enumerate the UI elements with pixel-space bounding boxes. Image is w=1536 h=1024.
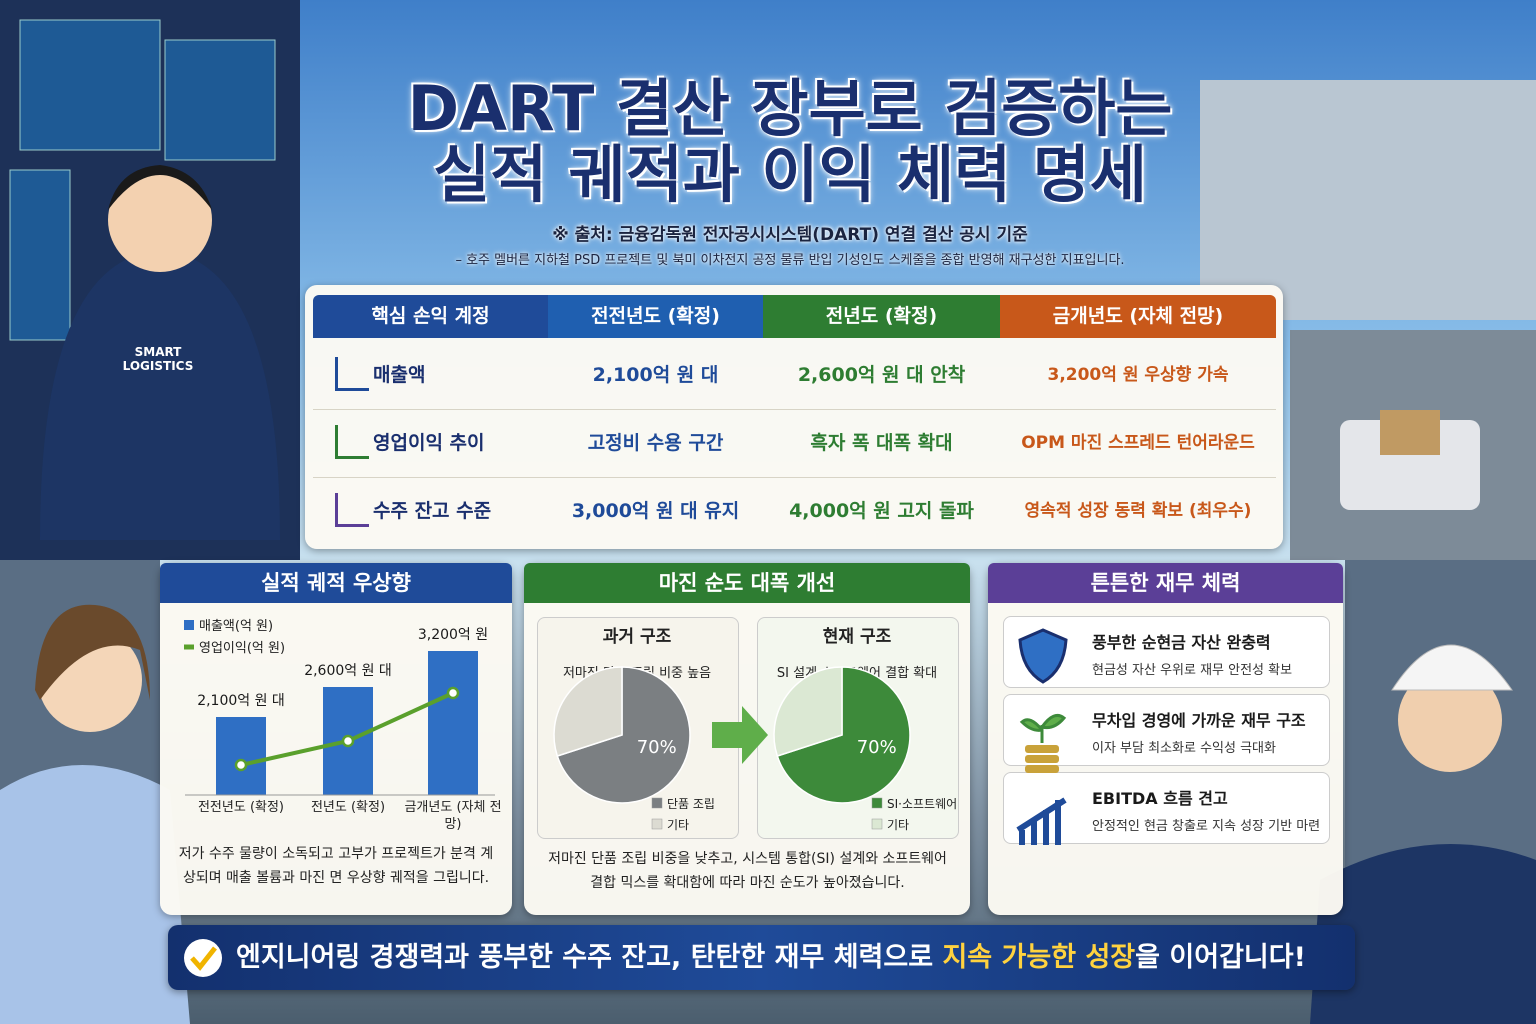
footer-highlight: 지속 가능한 성장 bbox=[942, 942, 1136, 973]
title: 실적 궤적과 이익 체력 명세 bbox=[433, 138, 1147, 211]
jacket-text: SMART LOGISTICS bbox=[122, 345, 194, 373]
row-label: 매출액 bbox=[373, 364, 426, 386]
monitor bbox=[19, 19, 161, 151]
row-icon bbox=[335, 357, 369, 391]
row-icon bbox=[335, 493, 369, 527]
helmet bbox=[1391, 644, 1513, 691]
item-text: 현금성 자산 우위로 재무 안전성 확보 bbox=[1092, 663, 1293, 678]
hair bbox=[35, 604, 150, 700]
table-cell: 2,600억 원 대 안착 bbox=[797, 364, 966, 386]
table-card: 핵심 손익 계정 전전년도 (확정) 전년도 (확정) 금개년도 (자체 전망) 매출액… bbox=[305, 285, 1283, 549]
person-jacket bbox=[40, 250, 280, 540]
table-cell: 2,100억 원 대 bbox=[592, 364, 719, 386]
table-header: 금개년도 (자체 전망) bbox=[1000, 295, 1276, 338]
source: ※ 출처: 금융감독원 전자공시시스템(DART) 연결 결산 공시 기준 bbox=[552, 225, 1028, 245]
check-icon bbox=[184, 939, 222, 977]
person-face bbox=[1398, 668, 1502, 772]
table-header: 전년도 (확정) bbox=[763, 295, 1000, 338]
panel-title: 실적 궤적 우상향 bbox=[160, 563, 512, 603]
row-divider bbox=[313, 409, 1276, 410]
box bbox=[1380, 410, 1440, 455]
item-text: 이자 부담 최소화로 수익성 극대화 bbox=[1092, 741, 1276, 756]
row-divider bbox=[313, 477, 1276, 478]
footer-banner: 엔지니어링 경쟁력과 풍부한 수주 잔고, 탄탄한 재무 체력으로 지속 가능한… bbox=[168, 925, 1355, 990]
table-cell: 4,000억 원 고지 돌파 bbox=[789, 500, 974, 522]
item-title: EBITDA 흐름 견고 bbox=[1092, 789, 1228, 808]
person-jacket bbox=[1310, 844, 1536, 1024]
sub-card bbox=[537, 617, 739, 839]
footer-lead: 엔지니어링 경쟁력과 풍부한 수주 잔고, 탄탄한 재무 체력으로 bbox=[236, 942, 943, 973]
monitor bbox=[9, 169, 71, 341]
footer-tail: 을 이어갑니다! bbox=[1135, 942, 1306, 973]
table-cell: 흑자 폭 대폭 확대 bbox=[810, 432, 953, 454]
table-cell: 3,000억 원 대 유지 bbox=[571, 500, 740, 522]
building bbox=[1200, 80, 1536, 320]
footer-text: 엔지니어링 경쟁력과 풍부한 수주 잔고, 탄탄한 재무 체력으로 지속 가능한… bbox=[236, 925, 1306, 990]
agv bbox=[1340, 420, 1480, 510]
hair bbox=[108, 165, 212, 210]
table-cell: 고정비 수용 구간 bbox=[587, 432, 724, 454]
caption: 저마진 단품 조립 비중을 낮추고, 시스템 통합(SI) 설계와 소프트웨어 … bbox=[548, 851, 947, 891]
row-label: 영업이익 추이 bbox=[373, 432, 485, 454]
item-title: 무차입 경영에 가까운 재무 구조 bbox=[1092, 711, 1306, 730]
item-text: 안정적인 현금 창출로 지속 성장 기반 마련 bbox=[1092, 819, 1321, 834]
table-header: 전전년도 (확정) bbox=[548, 295, 763, 338]
table-header: 핵심 손익 계정 bbox=[313, 295, 548, 338]
monitor bbox=[164, 39, 276, 161]
table-cell: 영속적 성장 동력 확보 (최우수) bbox=[1024, 501, 1252, 521]
person-face bbox=[108, 168, 212, 272]
note: – 호주 멜버른 지하철 PSD 프로젝트 및 북미 이차전지 공정 물류 반입… bbox=[455, 253, 1125, 268]
panel-title: 튼튼한 재무 체력 bbox=[988, 563, 1343, 603]
row-icon bbox=[335, 425, 369, 459]
person-shirt bbox=[0, 765, 190, 1024]
sub-card bbox=[757, 617, 959, 839]
row-label: 수주 잔고 수준 bbox=[373, 500, 492, 522]
caption: 저가 수주 물량이 소독되고 고부가 프로젝트가 분격 계상되며 매출 볼륨과 … bbox=[178, 846, 494, 886]
panel-title: 마진 순도 대폭 개선 bbox=[524, 563, 970, 603]
table-cell: 3,200억 원 우상향 가속 bbox=[1047, 365, 1229, 385]
item-title: 풍부한 순현금 자산 완충력 bbox=[1092, 633, 1271, 652]
title: DART 결산 장부로 검증하는 bbox=[407, 72, 1173, 145]
table-cell: OPM 마진 스프레드 턴어라운드 bbox=[1021, 433, 1255, 453]
